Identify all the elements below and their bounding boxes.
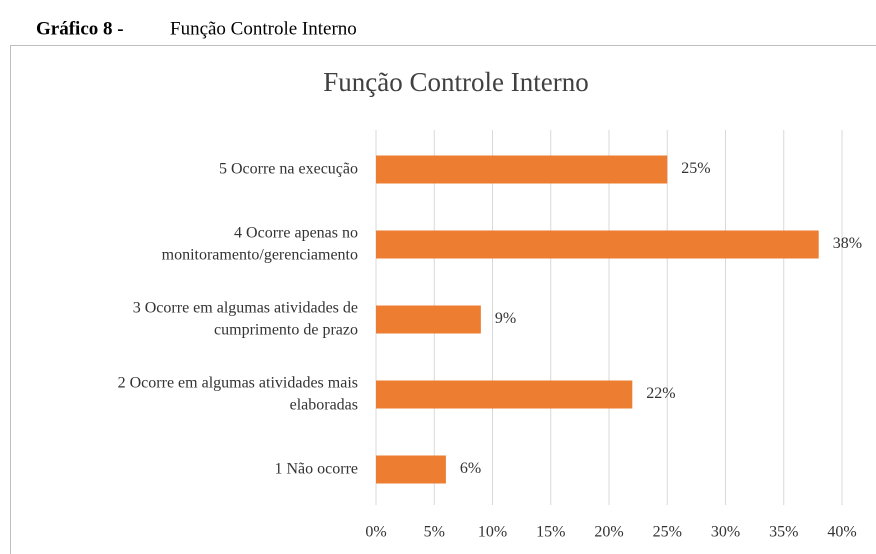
y-tick-label: 3 Ocorre em algumas atividades de cumprim… [133,299,358,338]
bar [376,230,819,259]
x-tick-label: 25% [653,524,682,541]
y-tick-label: 2 Ocorre em algumas atividades mais elabo… [118,374,358,413]
bar [376,155,668,184]
x-tick-label: 10% [478,524,507,541]
data-label: 22% [646,385,675,402]
data-label: 38% [833,235,862,252]
y-tick-label: 1 Não ocorre [274,460,358,477]
x-tick-label: 40% [827,524,856,541]
bar [376,305,481,334]
y-tick-label: 4 Ocorre apenas no monitoramento/gerencia… [162,224,358,263]
x-tick-label: 35% [769,524,798,541]
x-tick-label: 5% [424,524,445,541]
chart-border [10,45,876,554]
x-tick-label: 20% [594,524,623,541]
x-tick-label: 0% [365,524,386,541]
data-label: 9% [495,310,516,327]
caption-label: Gráfico 8 - [36,18,124,39]
data-label: 6% [460,460,481,477]
caption-text: Função Controle Interno [170,18,357,39]
y-tick-label: 5 Ocorre na execução [219,160,358,177]
chart-title: Função Controle Interno [323,67,588,97]
bar [376,455,446,484]
bar [376,380,633,409]
x-tick-label: 30% [711,524,740,541]
x-tick-label: 15% [536,524,565,541]
data-label: 25% [681,160,710,177]
